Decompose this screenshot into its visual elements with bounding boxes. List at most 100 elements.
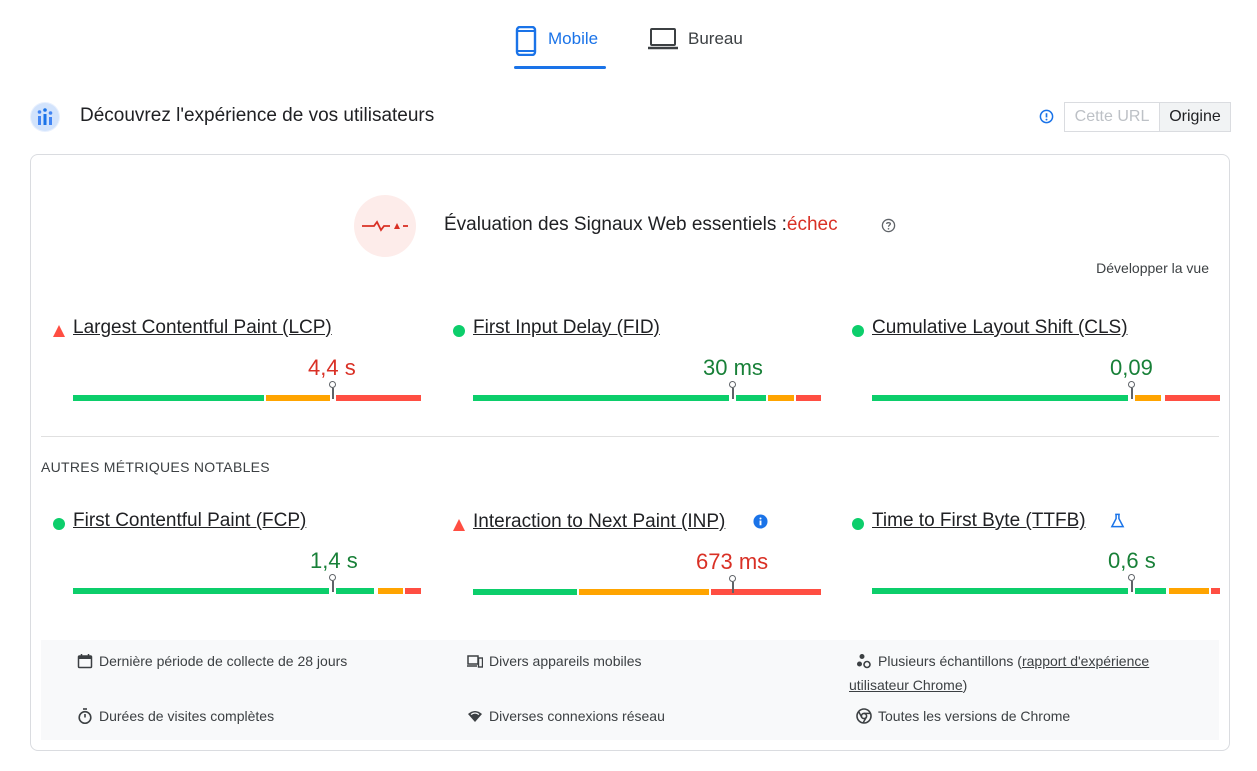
expand-view-link[interactable]: Développer la vue [1096, 260, 1209, 276]
assessment-status: échec [786, 214, 838, 235]
stopwatch-icon [78, 708, 92, 724]
p75-marker [329, 574, 337, 594]
bar-needs-improvement [378, 588, 403, 594]
crux-logo-icon [30, 102, 60, 132]
metric-name[interactable]: Largest Contentful Paint (LCP) [73, 317, 332, 338]
bar-needs-improvement [266, 395, 330, 401]
bar-needs-improvement [1135, 395, 1161, 401]
distribution-bar [73, 574, 421, 594]
samples-prefix: Plusieurs échantillons ( [878, 653, 1022, 669]
smartphone-icon [515, 26, 537, 56]
poor-triangle-icon [53, 325, 65, 337]
distribution-bar [473, 575, 821, 595]
metric-value: 30 ms [703, 355, 763, 380]
metric-lcp: Largest Contentful Paint (LCP) 4,4 s [53, 317, 423, 407]
tab-mobile[interactable]: Mobile [514, 18, 606, 68]
flask-icon [1110, 513, 1125, 528]
bar-needs-improvement [768, 395, 794, 401]
device-tabs: Mobile Bureau [0, 18, 1257, 70]
metric-value: 673 ms [696, 549, 769, 574]
metric-name[interactable]: Cumulative Layout Shift (CLS) [872, 317, 1128, 338]
field-data-card: Évaluation des Signaux Web essentiels :é… [30, 154, 1230, 751]
bar-good-tail [1135, 588, 1166, 594]
this-url-button[interactable]: Cette URL [1065, 103, 1160, 131]
help-icon[interactable] [881, 218, 896, 233]
other-metrics-heading: AUTRES MÉTRIQUES NOTABLES [41, 459, 270, 475]
bar-good [872, 395, 1128, 401]
metric-value: 4,4 s [308, 355, 356, 380]
bar-poor [796, 395, 821, 401]
metric-name[interactable]: First Input Delay (FID) [473, 317, 660, 338]
tab-mobile-label: Mobile [548, 29, 599, 48]
bar-good-tail [336, 588, 374, 594]
laptop-icon [648, 28, 678, 50]
good-dot-icon [852, 325, 864, 337]
data-info-footer: Dernière période de collecte de 28 jours… [41, 640, 1219, 740]
good-dot-icon [453, 325, 465, 337]
scope-toggle: Cette URL Origine [1064, 102, 1231, 132]
metric-name[interactable]: Interaction to Next Paint (INP) [473, 511, 726, 532]
bar-good [473, 395, 729, 401]
chrome-versions-info: Toutes les versions de Chrome [856, 704, 1070, 728]
p75-marker [729, 575, 737, 595]
origin-button[interactable]: Origine [1160, 103, 1230, 131]
devices-text: Divers appareils mobiles [489, 653, 642, 669]
active-tab-indicator [514, 66, 606, 69]
visit-durations-text: Durées de visites complètes [99, 708, 275, 724]
samples-info: Plusieurs échantillons (rapport d'expéri… [849, 649, 1209, 697]
distribution-bar [473, 381, 821, 401]
bar-good [872, 588, 1128, 594]
assessment-label: Évaluation des Signaux Web essentiels : [444, 214, 787, 235]
chrome-versions-text: Toutes les versions de Chrome [878, 708, 1071, 724]
metric-fid: First Input Delay (FID) 30 ms [453, 317, 823, 407]
bar-poor [336, 395, 421, 401]
bar-poor [1211, 588, 1220, 594]
assessment-title: Évaluation des Signaux Web essentiels :é… [444, 214, 838, 236]
tab-desktop[interactable]: Bureau [648, 18, 758, 68]
bar-good [73, 588, 329, 594]
metric-value: 1,4 s [310, 548, 358, 573]
bar-needs-improvement [1169, 588, 1209, 594]
info-filled-icon[interactable] [753, 514, 768, 529]
crux-report-link[interactable]: rapport d'expérience utilisateur Chrome [849, 653, 1150, 693]
p75-marker [1128, 574, 1136, 594]
good-dot-icon [53, 518, 65, 530]
poor-triangle-icon [453, 519, 465, 531]
metric-ttfb: Time to First Byte (TTFB) 0,6 s [852, 510, 1222, 600]
distribution-bar [872, 574, 1220, 594]
metric-value: 0,09 [1110, 355, 1153, 380]
metric-inp: Interaction to Next Paint (INP) 673 ms [453, 511, 823, 601]
metric-fcp: First Contentful Paint (FCP) 1,4 s [53, 510, 423, 600]
connections-text: Diverses connexions réseau [489, 708, 665, 724]
p75-marker [329, 381, 337, 401]
p75-marker [1128, 381, 1136, 401]
bar-good [473, 589, 577, 595]
p75-marker [729, 381, 737, 401]
distribution-bar [872, 381, 1220, 401]
section-divider [41, 436, 1219, 437]
connections-info: Diverses connexions réseau [467, 704, 665, 728]
field-data-header: Découvrez l'expérience de vos utilisateu… [30, 100, 1231, 134]
bar-good [73, 395, 264, 401]
chrome-icon [856, 708, 872, 724]
bar-poor [1165, 395, 1220, 401]
devices-icon [467, 655, 483, 668]
samples-icon [857, 654, 871, 669]
network-icon [468, 711, 482, 722]
bar-good-tail [736, 395, 766, 401]
calendar-icon [77, 654, 93, 669]
info-icon[interactable] [1039, 109, 1054, 124]
devices-info: Divers appareils mobiles [467, 649, 642, 673]
bar-poor [405, 588, 421, 594]
bar-poor [711, 589, 821, 595]
metric-cls: Cumulative Layout Shift (CLS) 0,09 [852, 317, 1222, 407]
collection-period-info: Dernière période de collecte de 28 jours [77, 649, 347, 673]
samples-suffix: ) [962, 677, 968, 693]
metric-name[interactable]: Time to First Byte (TTFB) [872, 510, 1086, 531]
collection-period-text: Dernière période de collecte de 28 jours [99, 653, 348, 669]
metric-name[interactable]: First Contentful Paint (FCP) [73, 510, 307, 531]
page-title: Découvrez l'expérience de vos utilisateu… [80, 105, 435, 126]
distribution-bar [73, 381, 421, 401]
visit-durations-info: Durées de visites complètes [77, 704, 274, 728]
tab-desktop-label: Bureau [688, 29, 743, 48]
